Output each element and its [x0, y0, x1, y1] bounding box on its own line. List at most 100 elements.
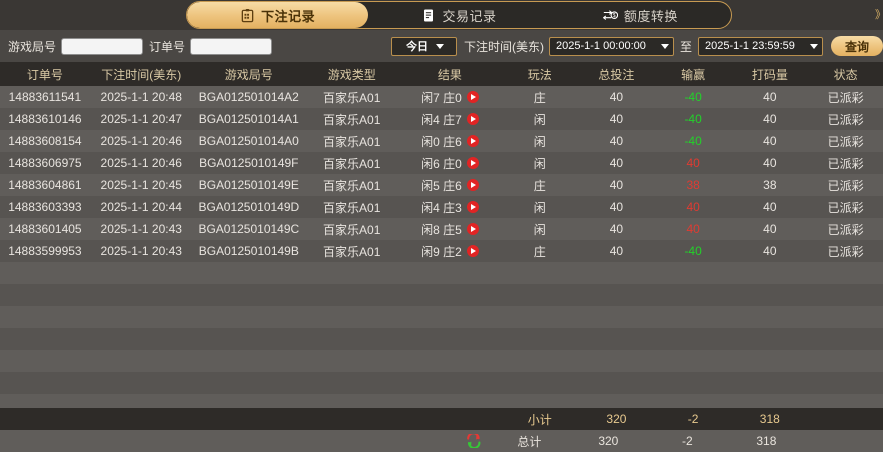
end-datetime-select[interactable]: 2025-1-1 23:59:59	[698, 36, 823, 56]
table-row[interactable]: 14883604861 2025-1-1 20:45 BGA0125010149E 百…	[0, 174, 883, 196]
end-datetime-value: 2025-1-1 23:59:59	[705, 40, 795, 52]
cell-status: 已派彩	[827, 244, 864, 259]
play-replay-icon[interactable]	[466, 223, 479, 235]
cell-result-text: 闲8 庄5	[421, 222, 462, 237]
cell-result: 闲4 庄3	[398, 199, 501, 216]
cell-status: 已派彩	[827, 178, 864, 193]
cell-result: 闲9 庄2	[398, 243, 501, 260]
cell-win-loss: -40	[684, 90, 702, 104]
cell-play: 闲	[533, 200, 546, 215]
table-row[interactable]: 14883603393 2025-1-1 20:44 BGA0125010149D 百…	[0, 196, 883, 218]
chevron-down-icon	[660, 43, 669, 49]
cell-bet-time: 2025-1-1 20:43	[100, 244, 182, 258]
start-datetime-select[interactable]: 2025-1-1 00:00:00	[548, 36, 674, 56]
total-row: 总计 320 -2 318	[0, 430, 883, 452]
cell-round-no: BGA0125010149D	[198, 200, 300, 214]
cell-bet-time: 2025-1-1 20:44	[100, 200, 182, 214]
chevron-down-icon	[435, 43, 444, 49]
cell-play: 庄	[533, 244, 546, 259]
game-round-input[interactable]	[61, 37, 144, 55]
cell-total-bet: 40	[609, 156, 624, 170]
play-replay-icon[interactable]	[466, 91, 479, 103]
column-header-win-loss: 输赢	[681, 67, 706, 82]
cell-order-no: 14883604861	[8, 178, 82, 192]
cell-win-loss: -40	[684, 112, 702, 126]
query-button[interactable]: 查询	[831, 36, 883, 56]
cell-total-bet: 40	[609, 200, 624, 214]
cell-round-no: BGA0125010149B	[198, 244, 299, 258]
cell-bet-time: 2025-1-1 20:48	[100, 90, 182, 104]
cell-status: 已派彩	[827, 112, 864, 127]
cell-result-text: 闲0 庄6	[421, 134, 462, 149]
total-win-loss: -2	[682, 434, 693, 448]
tab-transaction-record[interactable]: 交易记录	[368, 2, 549, 28]
cell-total-bet: 40	[609, 178, 624, 192]
cell-play: 闲	[533, 156, 546, 171]
order-no-input[interactable]	[190, 37, 273, 55]
play-replay-icon[interactable]	[466, 201, 479, 213]
cell-play: 庄	[533, 178, 546, 193]
cell-bet-time: 2025-1-1 20:46	[100, 134, 182, 148]
tab-credit-transfer[interactable]: $ 额度转换	[550, 2, 731, 28]
refresh-cell[interactable]	[411, 434, 490, 448]
subtotal-row: 小计 320 -2 318	[0, 408, 883, 430]
cell-round-no: BGA0125010149C	[198, 222, 300, 236]
cell-round-no: BGA012501014A0	[198, 134, 299, 148]
cell-play: 闲	[533, 112, 546, 127]
play-replay-icon[interactable]	[466, 157, 479, 169]
range-to-label: 至	[679, 39, 692, 54]
table-body[interactable]: 14883611541 2025-1-1 20:48 BGA012501014A2 百…	[0, 86, 883, 416]
table-row-empty	[0, 306, 883, 328]
tab-betting-record-label: 下注记录	[261, 8, 316, 24]
table-row[interactable]: 14883608154 2025-1-1 20:46 BGA012501014A0 百…	[0, 130, 883, 152]
table-row[interactable]: 14883606975 2025-1-1 20:46 BGA0125010149F 百…	[0, 152, 883, 174]
cell-total-bet: 40	[609, 222, 624, 236]
cell-play: 庄	[533, 90, 546, 105]
subtotal-win-loss: -2	[687, 412, 699, 426]
play-replay-icon[interactable]	[466, 179, 479, 191]
cell-result-text: 闲6 庄0	[421, 156, 462, 171]
tab-betting-record[interactable]: 下注记录	[187, 2, 369, 28]
column-header-result: 结果	[437, 67, 462, 82]
table-row[interactable]: 14883611541 2025-1-1 20:48 BGA012501014A2 百…	[0, 86, 883, 108]
cell-game-type: 百家乐A01	[323, 222, 381, 237]
cell-total-bet: 40	[609, 134, 624, 148]
total-total-bet: 320	[598, 434, 619, 448]
tab-credit-transfer-label: 额度转换	[623, 8, 678, 24]
table-row[interactable]: 14883610146 2025-1-1 20:47 BGA012501014A1 百…	[0, 108, 883, 130]
cell-total-bet: 40	[609, 90, 624, 104]
date-preset-select[interactable]: 今日	[390, 36, 457, 56]
column-header-bet-time: 下注时间(美东)	[101, 67, 182, 82]
table-row[interactable]: 14883601405 2025-1-1 20:43 BGA0125010149C 百…	[0, 218, 883, 240]
cell-order-no: 14883608154	[8, 134, 82, 148]
date-preset-value: 今日	[405, 41, 428, 53]
total-turnover: 318	[756, 434, 777, 448]
cell-game-type: 百家乐A01	[323, 156, 381, 171]
tab-bar-container: 下注记录 交易记录 $	[0, 0, 883, 30]
cell-win-loss: 40	[686, 156, 700, 170]
cell-win-loss: 38	[686, 178, 700, 192]
cell-status: 已派彩	[827, 134, 864, 149]
cell-turnover: 40	[763, 222, 777, 236]
cell-turnover: 38	[763, 178, 777, 192]
tab-transaction-record-label: 交易记录	[442, 8, 497, 24]
cell-win-loss: 40	[686, 222, 700, 236]
column-header-order-no: 订单号	[26, 67, 63, 82]
filter-bar: 游戏局号 订单号 今日 下注时间(美东) 2025-1-1 00:00:00 至…	[0, 30, 883, 62]
cell-turnover: 40	[763, 112, 777, 126]
table-footer: 小计 320 -2 318 总计 320 -2 318	[0, 408, 883, 452]
table-row[interactable]: 14883599953 2025-1-1 20:43 BGA0125010149B 百…	[0, 240, 883, 262]
play-replay-icon[interactable]	[466, 245, 479, 257]
cell-status: 已派彩	[827, 200, 864, 215]
table-row-empty	[0, 372, 883, 394]
table-row-empty	[0, 284, 883, 306]
cell-order-no: 14883599953	[8, 244, 82, 258]
play-replay-icon[interactable]	[466, 135, 479, 147]
credit-transfer-icon: $	[602, 8, 618, 23]
transaction-record-icon	[421, 8, 436, 23]
refresh-icon[interactable]	[466, 434, 482, 448]
cell-status: 已派彩	[827, 156, 864, 171]
cell-round-no: BGA012501014A1	[198, 112, 299, 126]
play-replay-icon[interactable]	[466, 113, 479, 125]
game-round-label: 游戏局号	[8, 39, 57, 54]
